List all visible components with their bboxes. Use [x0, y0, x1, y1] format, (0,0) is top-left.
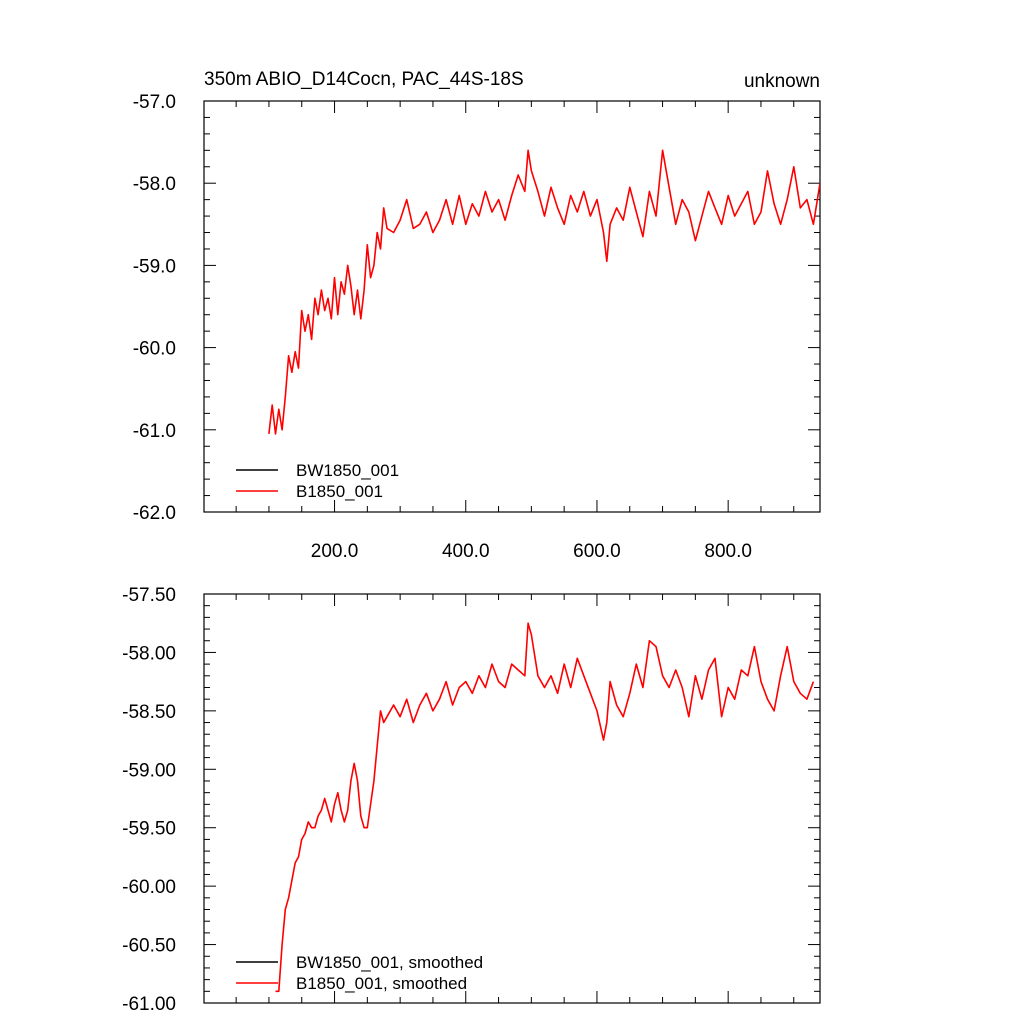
y-tick-label: -58.00 [122, 643, 176, 664]
x-tick-label: 400.0 [442, 541, 490, 562]
x-tick-label: 800.0 [704, 541, 752, 562]
y-tick-label: -59.0 [133, 256, 176, 277]
y-tick-label: -60.00 [122, 877, 176, 898]
legend-label-1: B1850_001, smoothed [296, 974, 467, 993]
series-line-1 [275, 622, 815, 993]
legend-label-1: B1850_001 [296, 482, 383, 501]
y-tick-label: -60.0 [133, 339, 176, 360]
chart-title-right: unknown [744, 71, 820, 92]
plot-frame [203, 100, 821, 513]
y-tick-label: -57.50 [122, 585, 176, 606]
series-line-1 [268, 149, 820, 435]
y-tick-label: -59.00 [122, 760, 176, 781]
legend-label-0: BW1850_001 [296, 461, 399, 480]
bottom-panel: -57.50 -58.00 -58.50 -59.00 -59.50 -60.00 -60.… [122, 585, 821, 1015]
x-tick-label: 200.0 [311, 541, 359, 562]
y-tick-label: -58.50 [122, 702, 176, 723]
legend-label-0: BW1850_001, smoothed [296, 953, 483, 972]
y-tick-label: -58.0 [133, 174, 176, 195]
top-panel: -57.0 -58.0 -59.0 -60.0 -61.0 -62.0 200.0 400.0… [133, 92, 821, 562]
x-tick-label: 600.0 [573, 541, 621, 562]
y-tick-label: -59.50 [122, 819, 176, 840]
y-tick-label: -57.0 [133, 92, 176, 113]
plot-frame [203, 593, 821, 1004]
y-tick-label: -62.0 [133, 503, 176, 524]
y-tick-label: -61.0 [133, 421, 176, 442]
y-tick-label: -61.00 [122, 994, 176, 1015]
chart-title-left: 350m ABIO_D14Cocn, PAC_44S-18S [204, 69, 524, 90]
y-tick-label: -60.50 [122, 936, 176, 957]
